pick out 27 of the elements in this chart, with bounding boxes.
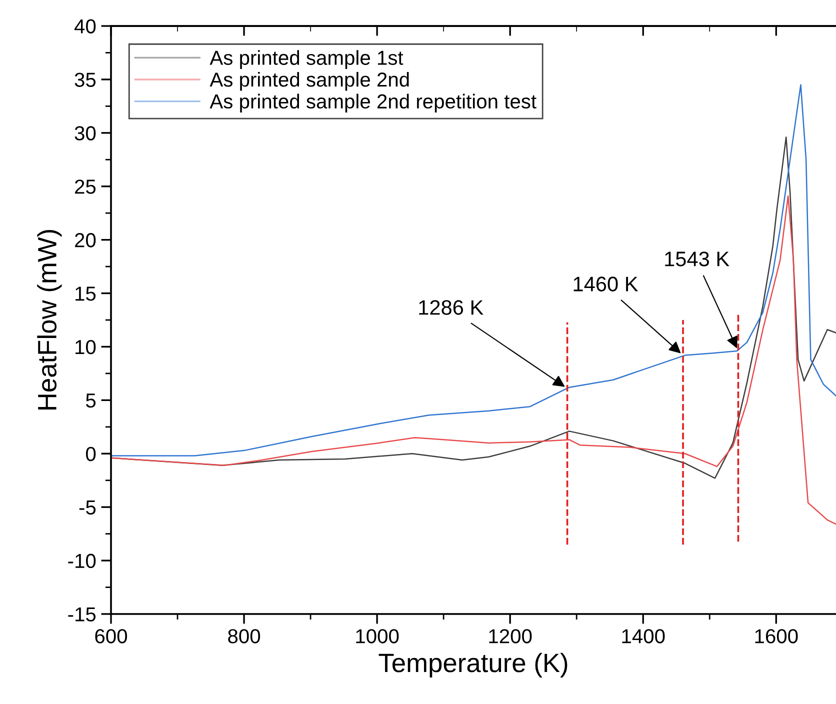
y-tick-label: 30 — [74, 126, 96, 140]
y-tick-label: 25 — [75, 180, 96, 194]
x-tick-label: 1600 — [755, 629, 798, 644]
x-tick-label: 800 — [228, 629, 260, 644]
y-tick-label: -10 — [68, 554, 96, 568]
y-tick-label: 40 — [74, 19, 96, 34]
legend-label: As printed sample 1st — [210, 50, 404, 69]
y-tick-label: 10 — [76, 340, 96, 354]
x-tick-label: 1200 — [489, 629, 532, 644]
y-tick-label: 5 — [86, 394, 96, 408]
line-series — [111, 195, 836, 525]
y-tick-label: 20 — [75, 233, 96, 248]
annotation: 1460 K — [574, 276, 638, 292]
y-tick-label: 15 — [76, 286, 96, 301]
y-tick-label: -15 — [68, 607, 96, 622]
x-tick-label: 1000 — [356, 629, 399, 644]
x-tick-label: 1400 — [622, 629, 665, 644]
y-tick-label: 0 — [86, 446, 96, 462]
legend-label: As printed sample 2nd repetition test — [210, 94, 536, 113]
annotation: 1543 K — [665, 252, 730, 266]
legend-label: As printed sample 2nd — [210, 72, 409, 91]
annotation: 1286 K — [419, 300, 484, 315]
y-tick-label: -5 — [79, 500, 96, 515]
x-tick-label: 600 — [95, 629, 128, 644]
x-axis-title: Temperature (K) — [378, 652, 568, 678]
y-axis-title: HeatFlow (mW) — [37, 230, 62, 410]
y-tick-label: 35 — [74, 72, 96, 87]
